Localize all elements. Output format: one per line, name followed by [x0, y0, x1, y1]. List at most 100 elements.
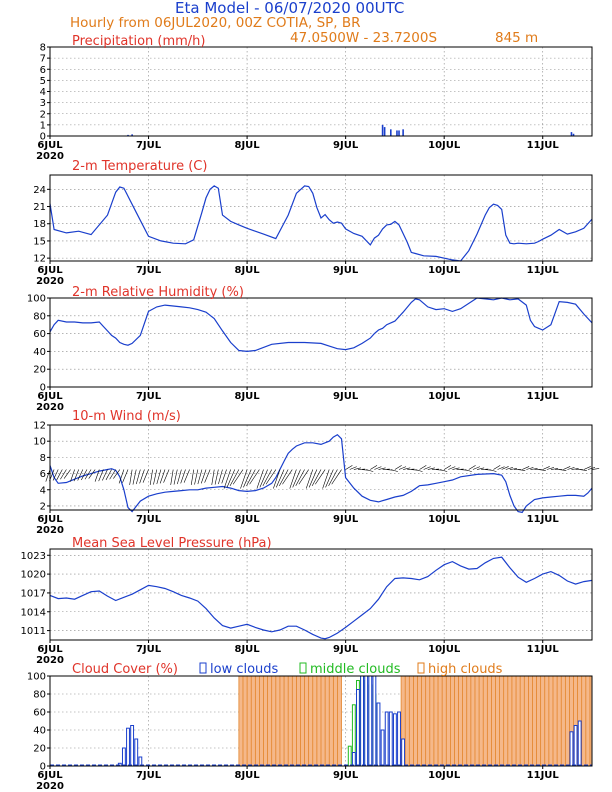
y-tick-label: 24: [33, 185, 46, 196]
x-tick-label: 11JUL: [527, 644, 560, 655]
panel-title: 10-m Wind (m/s): [72, 409, 181, 424]
wind-vector: [403, 467, 411, 470]
wind-vector: [45, 469, 51, 482]
wind-vector: [129, 469, 133, 486]
x-tick-label: 11JUL: [527, 140, 560, 151]
low-cloud-bar: [569, 731, 574, 767]
y-tick-label: 12: [33, 421, 46, 432]
wind-vector: [276, 469, 285, 488]
x-tick-label: 8JUL: [235, 265, 261, 276]
wind-vector: [149, 469, 153, 486]
x-tick-label: 6JUL: [37, 265, 63, 276]
y-tick-label: 21: [33, 202, 46, 213]
legend-swatch: [417, 662, 425, 674]
legend-swatch: [299, 662, 307, 674]
panel-cloud: 0 20 40 60 80 100 6JUL2020 7JUL 8JUL 9JUL 10JUL 11J…: [27, 662, 593, 792]
x-tick-label: 7JUL: [136, 644, 162, 655]
x-tick-year-label: 2020: [36, 781, 64, 792]
wind-vector: [256, 469, 264, 489]
x-tick-label: 6JUL: [37, 770, 63, 781]
wind-vector: [243, 469, 252, 488]
station-coords: 47.0500W - 23.7200S: [290, 30, 437, 46]
precip-bar: [402, 129, 404, 136]
wind-vector: [308, 469, 318, 488]
wind-vector: [472, 466, 481, 470]
x-tick-year-label: 2020: [36, 276, 64, 287]
wind-vector: [292, 469, 301, 488]
wind-vector: [452, 467, 460, 470]
y-tick-label: 40: [33, 347, 46, 358]
x-tick-label: 7JUL: [136, 391, 162, 402]
y-tick-label: 5: [40, 76, 46, 87]
wind-vector: [328, 469, 338, 487]
plot-frame: [49, 675, 593, 767]
plot-frame: [49, 174, 593, 262]
wind-vector: [325, 469, 334, 488]
low-cloud-bar: [392, 713, 397, 767]
wind-vector: [102, 469, 108, 481]
low-cloud-bar: [388, 711, 393, 767]
x-tick-label: 9JUL: [333, 770, 359, 781]
precip-bar: [127, 134, 129, 136]
y-tick-label: 1017: [21, 588, 46, 599]
plot-frame: [49, 424, 593, 511]
precip-bar: [383, 127, 386, 136]
wind-vector: [366, 469, 374, 472]
station-elevation: 845 m: [495, 30, 538, 46]
y-tick-label: 2: [40, 501, 46, 512]
x-tick-label: 10JUL: [428, 140, 461, 151]
x-tick-year-label: 2020: [36, 525, 64, 536]
x-tick-label: 8JUL: [235, 514, 261, 525]
wind-vector: [73, 469, 80, 482]
wind-vector: [265, 469, 277, 485]
low-cloud-bar: [134, 738, 139, 767]
panel-title: Precipitation (mm/h): [72, 34, 205, 49]
wind-vector: [394, 465, 402, 470]
wind-vector: [279, 469, 289, 487]
wind-vector: [70, 469, 75, 482]
wind-vector: [63, 469, 71, 479]
y-tick-label: 80: [33, 311, 46, 322]
wind-vector: [289, 469, 297, 489]
wind-vector: [439, 469, 448, 472]
x-tick-label: 9JUL: [333, 265, 359, 276]
low-cloud-bar: [130, 725, 135, 767]
wind-vector: [183, 469, 190, 483]
plot-frame: [49, 548, 593, 641]
wind-vector: [398, 466, 407, 470]
low-cloud-bar: [380, 729, 385, 767]
y-tick-label: 4: [40, 87, 46, 98]
wind-vector: [374, 466, 382, 470]
wind-vector: [353, 467, 362, 470]
wind-vector: [211, 469, 215, 486]
wind-vector: [542, 466, 550, 470]
x-tick-label: 11JUL: [527, 770, 560, 781]
wind-vector: [226, 469, 236, 488]
wind-vector: [132, 469, 137, 485]
wind-vector: [298, 469, 309, 485]
x-tick-label: 9JUL: [333, 644, 359, 655]
x-tick-label: 8JUL: [235, 770, 261, 781]
wind-vector: [94, 469, 100, 482]
high-cloud-area: [401, 676, 592, 766]
low-cloud-bar: [573, 725, 578, 767]
low-cloud-bar: [126, 727, 130, 767]
wind-vector: [204, 469, 211, 483]
wind-vector: [135, 469, 141, 485]
rh-series-line: [49, 297, 593, 353]
wind-vector: [153, 469, 158, 485]
wind-vector: [105, 469, 112, 481]
wind-vector: [370, 465, 378, 470]
y-tick-label: 15: [33, 236, 46, 247]
y-tick-label: 0: [40, 132, 46, 143]
x-tick-year-label: 2020: [36, 655, 64, 666]
x-tick-label: 6JUL: [37, 644, 63, 655]
low-cloud-bar: [372, 675, 377, 767]
y-tick-label: 3: [40, 98, 46, 109]
wind-vector: [448, 466, 456, 470]
x-tick-label: 8JUL: [235, 391, 261, 402]
y-tick-label: 60: [33, 329, 46, 340]
wind-vector: [587, 467, 596, 470]
x-tick-label: 6JUL: [37, 140, 63, 151]
